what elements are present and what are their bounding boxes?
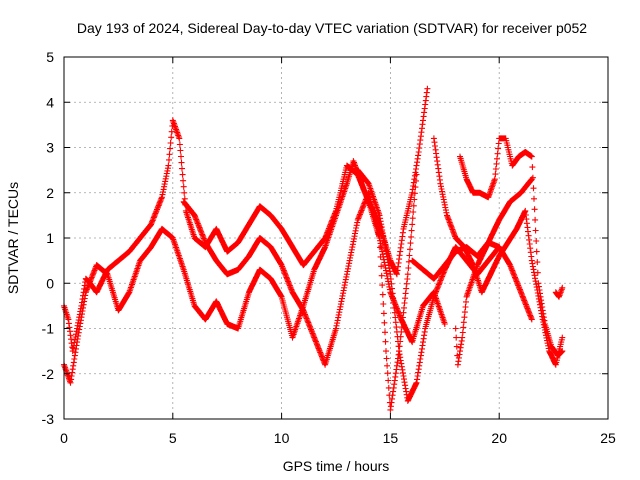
series-trace-7 (457, 135, 566, 359)
x-tick-label: 25 (600, 430, 616, 446)
x-tick-label: 20 (491, 430, 507, 446)
x-axis-label: GPS time / hours (283, 458, 390, 474)
series-trace-3 (180, 171, 420, 413)
plus-markers (452, 239, 503, 368)
y-axis-label: SDTVAR / TECUs (5, 182, 21, 294)
y-tick-label: 1 (46, 230, 54, 246)
plot-frame (63, 56, 609, 420)
y-tick-label: -2 (42, 366, 55, 382)
x-tick-label: 5 (169, 430, 177, 446)
series-trace-8 (452, 239, 503, 368)
plus-markers (552, 284, 566, 300)
axes: 0 5 10 15 20 25 -3 -2 -1 0 1 2 3 4 5 (42, 49, 616, 446)
y-tick-label: 0 (46, 275, 54, 291)
x-tick-label: 0 (60, 430, 68, 446)
x-tick-label: 15 (383, 430, 399, 446)
y-tick-label: -3 (42, 411, 55, 427)
plus-markers (457, 135, 566, 359)
y-tick-label: 3 (46, 140, 54, 156)
plus-markers (180, 171, 420, 413)
x-tick-label: 10 (274, 430, 290, 446)
data-points (61, 85, 566, 413)
series-trace-6 (430, 135, 566, 368)
series-trace-9 (552, 284, 566, 300)
y-tick-label: -1 (42, 321, 55, 337)
y-tick-label: 2 (46, 185, 54, 201)
y-tick-label: 5 (46, 49, 54, 65)
y-tick-label: 4 (46, 94, 54, 110)
plus-markers (430, 135, 566, 368)
chart-title: Day 193 of 2024, Sidereal Day-to-day VTE… (77, 20, 587, 36)
